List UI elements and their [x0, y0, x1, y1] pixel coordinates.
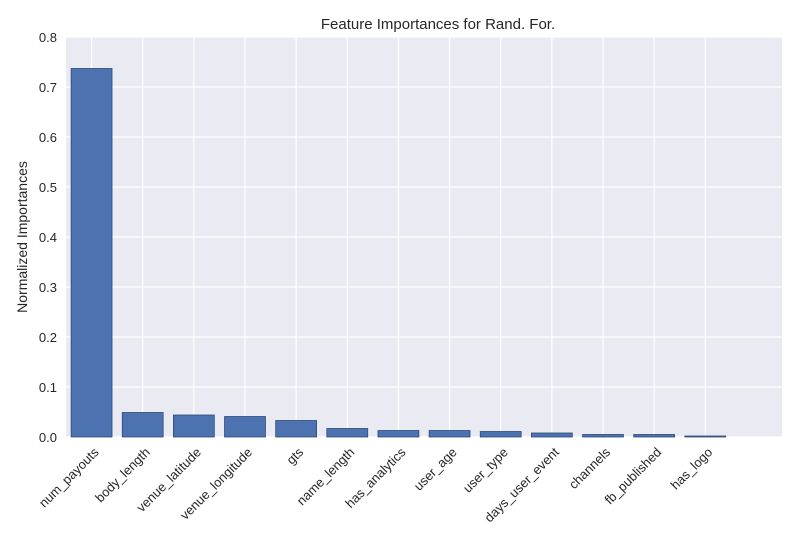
y-tick-label: 0.4 [39, 230, 57, 245]
bar-days-user-event [531, 432, 573, 438]
bar-user-age [428, 430, 471, 438]
bar-num-payouts [70, 68, 113, 438]
bar-channels [582, 434, 624, 438]
bar-fb-published [633, 434, 676, 438]
y-tick-label: 0.6 [39, 130, 57, 145]
bar-venue-longitude [224, 416, 266, 438]
x-tick-label: user_age [411, 445, 460, 494]
x-tick-label: user_type [460, 445, 511, 496]
y-tick-label: 0.1 [39, 380, 57, 395]
bar-has-logo [684, 435, 727, 438]
bar-venue-latitude [172, 414, 215, 438]
bars [70, 68, 727, 438]
x-tick-label: num_payouts [36, 444, 102, 510]
y-tick-label: 0.8 [39, 30, 57, 45]
x-tick-labels: num_payoutsbody_lengthvenue_latitudevenu… [36, 444, 716, 525]
bar-has-analytics [377, 430, 420, 438]
y-tick-label: 0.2 [39, 330, 57, 345]
y-tick-label: 0.5 [39, 180, 57, 195]
bar-name-length [326, 428, 369, 438]
y-tick-label: 0.3 [39, 280, 57, 295]
bar-user-type [479, 431, 522, 438]
x-tick-label: channels [566, 444, 614, 492]
y-tick-label: 0.0 [39, 430, 57, 445]
x-tick-label: gts [283, 444, 306, 467]
y-tick-labels: 0.0 0.1 0.2 0.3 0.4 0.5 0.6 0.7 0.8 [39, 30, 57, 445]
y-axis-label: Normalized Importances [14, 161, 30, 313]
bar-gts [275, 420, 317, 438]
bar-body-length [121, 412, 164, 438]
x-tick-label: has_logo [667, 445, 715, 493]
y-tick-label: 0.7 [39, 80, 57, 95]
chart-title: Feature Importances for Rand. For. [321, 16, 555, 33]
